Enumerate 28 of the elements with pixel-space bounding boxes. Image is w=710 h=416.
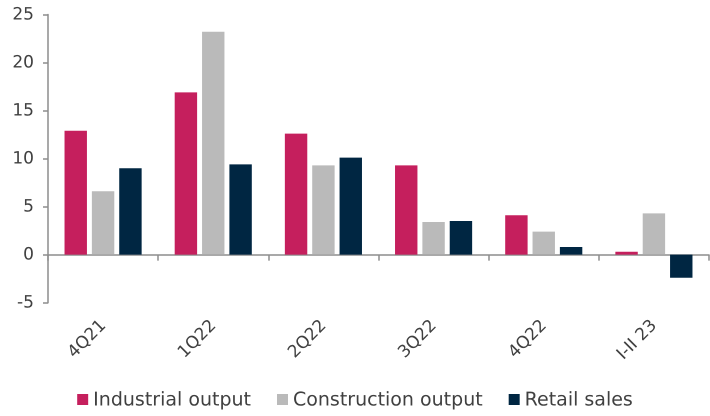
bar [312, 165, 335, 255]
bar [642, 213, 666, 255]
bar [174, 92, 198, 255]
bar [395, 165, 418, 255]
bar [284, 134, 308, 255]
y-tick-label: 5 [23, 196, 34, 217]
y-tick-label: 20 [12, 52, 34, 73]
bar [505, 215, 528, 255]
y-tick-label: 15 [12, 100, 34, 121]
bar [64, 130, 87, 255]
bar [560, 246, 582, 255]
bar [422, 222, 445, 255]
legend-label: Retail sales [524, 388, 633, 410]
bar [450, 221, 472, 255]
bar [229, 164, 252, 255]
bar [119, 168, 142, 255]
y-tick-label: 0 [23, 244, 34, 265]
bar [202, 32, 224, 255]
bar [340, 158, 362, 255]
bar [532, 232, 555, 255]
bar [670, 254, 692, 278]
y-tick-label: 10 [12, 148, 34, 169]
legend-label: Construction output [293, 388, 483, 410]
legend-label: Industrial output [93, 388, 252, 410]
y-tick-label: 25 [12, 4, 34, 24]
y-tick-label: -5 [17, 292, 34, 313]
bar [92, 191, 114, 255]
x-tick-label: I-II 23 [612, 316, 661, 364]
